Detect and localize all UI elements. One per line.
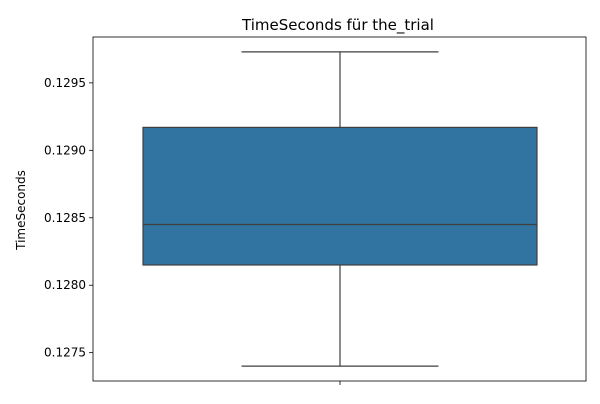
plot-frame	[92, 36, 587, 382]
y-tick-label: 0.1290	[44, 143, 86, 157]
box-plot	[142, 51, 538, 367]
chart-title: TimeSeconds für the_trial	[241, 16, 434, 35]
y-axis-label: TimeSeconds	[14, 170, 28, 251]
y-tick-label: 0.1285	[44, 211, 86, 225]
y-tick-label: 0.1295	[44, 76, 86, 90]
y-axis-ticks: 0.1275 0.1280 0.1285 0.1290 0.1295	[44, 76, 93, 360]
y-tick-label: 0.1275	[44, 346, 86, 360]
y-tick-label: 0.1280	[44, 278, 86, 292]
iqr-box	[142, 126, 538, 266]
